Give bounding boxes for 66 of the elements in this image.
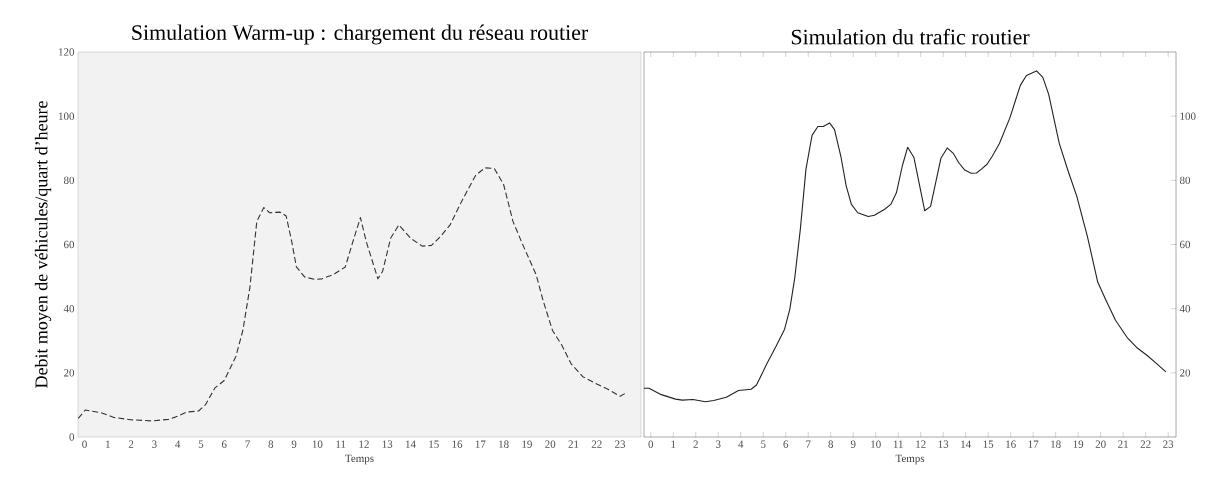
x-tick-label: 18 — [1051, 440, 1061, 448]
x-tick-label: 3 — [152, 440, 157, 448]
x-tick-label: 17 — [475, 440, 486, 448]
x-tick-label: 20 — [545, 440, 556, 448]
x-tick-label: 1 — [671, 440, 676, 448]
x-tick-label: 14 — [961, 440, 971, 448]
x-tick-label: 20 — [1095, 440, 1106, 448]
x-tick-label: 6 — [783, 440, 789, 448]
x-tick-label: 16 — [1006, 440, 1016, 448]
y-tick-label: 80 — [1179, 176, 1191, 185]
x-tick-label: 6 — [221, 440, 227, 448]
x-tick-label: 5 — [198, 440, 204, 448]
x-tick-label: 15 — [429, 440, 439, 448]
x-tick-label: 16 — [452, 440, 463, 448]
x-tick-label: 4 — [175, 440, 181, 448]
y-axis-title: Debit moyen de véhicules/quart d’heure — [34, 101, 52, 388]
y-tick-label: 60 — [1180, 240, 1191, 249]
y-tick-label: 20 — [1180, 369, 1191, 377]
x-tick-label: 4 — [738, 440, 744, 448]
x-tick-label: 14 — [405, 440, 416, 448]
x-tick-label: 7 — [245, 440, 250, 448]
x-tick-label: 13 — [938, 440, 949, 448]
x-tick-label: 0 — [648, 440, 654, 448]
x-tick-label: 19 — [1073, 440, 1084, 448]
x-tick-label: 21 — [1118, 440, 1128, 448]
y-tick-label: 80 — [63, 176, 75, 185]
x-tick-label: 12 — [359, 440, 369, 448]
x-tick-label: 23 — [1163, 440, 1174, 448]
line-series — [77, 167, 628, 422]
x-tick-label: 15 — [983, 440, 994, 448]
y-tick-label: 40 — [1179, 304, 1191, 313]
x-tick-label: 22 — [1140, 440, 1151, 448]
y-tick-label: 20 — [64, 369, 75, 377]
y-tick-label: 40 — [63, 304, 75, 313]
chart-title: Simulation du trafic routier — [791, 28, 1030, 45]
x-tick-label: 13 — [382, 440, 393, 448]
x-tick-label: 10 — [871, 440, 881, 448]
x-tick-label: 18 — [499, 440, 509, 448]
x-tick-label: 9 — [850, 440, 856, 448]
y-tick-label: 60 — [63, 240, 75, 249]
y-tick-label: 100 — [59, 112, 75, 120]
x-tick-label: 21 — [568, 440, 579, 448]
x-axis-title: Temps — [345, 454, 374, 465]
chart-title: Simulation Warm-up : chargement du réseau routier — [132, 24, 589, 45]
x-axis-title: Temps — [895, 454, 925, 465]
y-tick-label: 120 — [59, 48, 75, 56]
x-tick-label: 23 — [615, 440, 626, 448]
x-tick-label: 12 — [916, 440, 926, 448]
x-tick-label: 10 — [312, 440, 323, 448]
x-tick-label: 2 — [693, 440, 698, 448]
x-tick-label: 17 — [1028, 440, 1039, 448]
y-tick-label: 100 — [1180, 112, 1196, 120]
x-tick-label: 8 — [268, 440, 274, 448]
x-tick-label: 11 — [893, 440, 903, 448]
x-tick-label: 3 — [716, 440, 721, 448]
x-tick-label: 19 — [522, 440, 532, 448]
x-tick-label: 8 — [828, 440, 834, 448]
x-tick-label: 0 — [82, 440, 87, 448]
x-tick-label: 2 — [128, 440, 134, 448]
x-tick-label: 22 — [591, 440, 602, 448]
x-tick-label: 11 — [336, 440, 346, 448]
x-tick-label: 1 — [106, 440, 110, 448]
y-tick-label: 0 — [69, 433, 75, 441]
x-tick-label: 9 — [291, 440, 297, 448]
x-tick-label: 7 — [806, 440, 811, 448]
x-tick-label: 5 — [761, 440, 766, 448]
